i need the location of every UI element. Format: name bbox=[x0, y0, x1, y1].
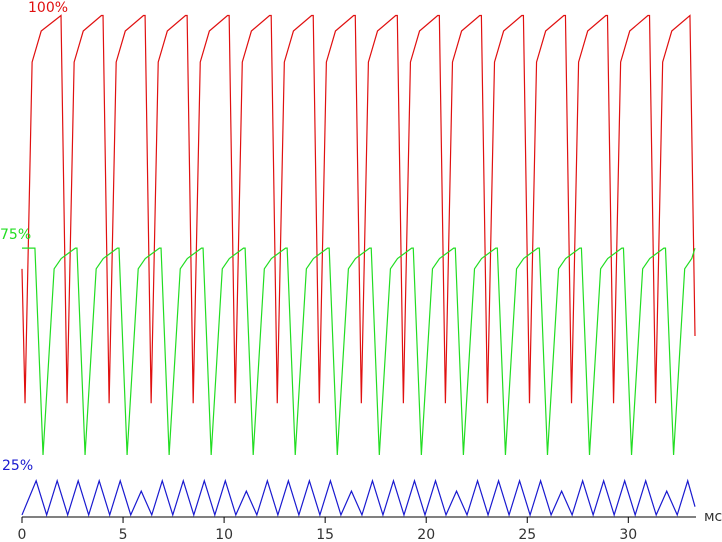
x-axis-label: мс bbox=[704, 509, 722, 525]
x-tick-label: 30 bbox=[619, 527, 637, 542]
series-label: 100% bbox=[28, 0, 68, 16]
series-label: 75% bbox=[0, 227, 31, 243]
x-tick-label: 5 bbox=[119, 527, 128, 542]
x-tick-label: 10 bbox=[215, 527, 233, 542]
series-line bbox=[21, 478, 696, 517]
series-label: 25% bbox=[2, 458, 33, 474]
x-tick-label: 25 bbox=[518, 527, 536, 542]
x-tick-label: 0 bbox=[18, 527, 27, 542]
series-line bbox=[21, 14, 696, 404]
x-tick-label: 15 bbox=[316, 527, 334, 542]
x-tick-label: 20 bbox=[417, 527, 435, 542]
series-line bbox=[22, 247, 696, 455]
